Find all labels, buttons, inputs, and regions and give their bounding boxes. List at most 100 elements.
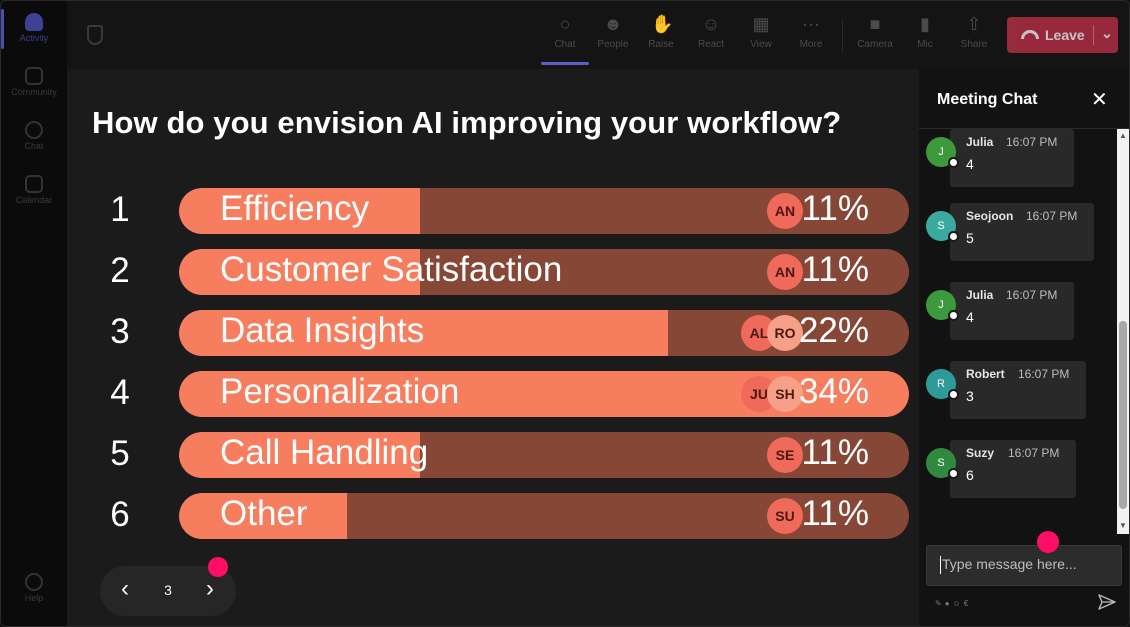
- rail-item-calendar[interactable]: Calendar: [1, 175, 67, 205]
- page-number: 3: [164, 582, 172, 598]
- mic-icon: ▮: [920, 14, 930, 34]
- poll-option-row: 6 Other SU 11%: [67, 493, 919, 539]
- poll-stage: How do you envision AI improving your wo…: [67, 69, 919, 626]
- toolbar-people-button[interactable]: ☻ People: [597, 14, 629, 50]
- presence-icon: [948, 389, 959, 400]
- avatar: SE: [767, 437, 803, 473]
- sender-name: Seojoon: [966, 209, 1014, 223]
- poll-option-row: 4 Personalization JU SH 34%: [67, 371, 919, 417]
- presence-icon: [948, 157, 959, 168]
- message-bubble[interactable]: Seojoon 16:07 PM 5: [950, 203, 1094, 261]
- option-number: 4: [110, 373, 130, 412]
- sender-name: Suzy: [966, 446, 995, 460]
- message-bubble[interactable]: Robert 16:07 PM 3: [950, 361, 1086, 419]
- option-bar-fill: [179, 310, 668, 356]
- rail-item-chat[interactable]: Chat: [1, 121, 67, 151]
- scroll-down-icon[interactable]: ▼: [1119, 521, 1127, 530]
- option-label: Other: [220, 494, 308, 533]
- chat-message: Robert 16:07 PM 3 R: [919, 361, 1119, 425]
- option-percent: 22%: [798, 311, 869, 350]
- toolbar-mic-button[interactable]: ▮ Mic: [901, 13, 949, 61]
- poll-option-row: 5 Call Handling SE 11%: [67, 432, 919, 478]
- sender-name: Robert: [966, 367, 1005, 381]
- avatar[interactable]: S: [926, 448, 956, 478]
- option-label: Personalization: [220, 372, 460, 411]
- option-label: Call Handling: [220, 433, 429, 472]
- toolbar-share-button[interactable]: ⇧ Share: [960, 14, 988, 50]
- text-cursor: [940, 556, 941, 574]
- leave-divider: [1093, 25, 1094, 45]
- toolbar-react-button[interactable]: ☺ React: [697, 14, 725, 50]
- meeting-chat-panel: Meeting Chat ✕ Julia 16:07 PM 4 J Seojoon 16:…: [919, 69, 1129, 626]
- voter-avatars: SU: [767, 498, 803, 534]
- toolbar-chat-button[interactable]: ○ Chat: [541, 13, 589, 65]
- message-input[interactable]: Type message here...: [926, 545, 1122, 586]
- phone-hangup-icon: [1021, 30, 1039, 39]
- poll-question: How do you envision AI improving your wo…: [92, 105, 842, 140]
- poll-option-row: 2 Customer Satisfaction AN 11%: [67, 249, 919, 295]
- option-bar-fill: [179, 249, 420, 295]
- message-text: 6: [966, 467, 974, 483]
- leave-button[interactable]: Leave ⌄: [1007, 17, 1118, 53]
- send-icon[interactable]: [1097, 592, 1117, 612]
- meeting-toolbar: ○ Chat ☻ People ✋ Raise ☺ React ▦ View ·…: [67, 1, 1129, 69]
- message-text: 3: [966, 388, 974, 404]
- bell-icon: [25, 13, 43, 31]
- chevron-left-icon[interactable]: ‹: [121, 575, 129, 602]
- message-text: 4: [966, 156, 974, 172]
- option-bar-fill: [179, 432, 420, 478]
- grid-icon: ▦: [752, 14, 770, 34]
- people-icon: ☻: [603, 14, 623, 34]
- option-number: 5: [110, 434, 130, 473]
- smiley-icon: ☺: [701, 14, 721, 34]
- message-text: 4: [966, 309, 974, 325]
- option-percent: 11%: [801, 189, 869, 228]
- pointer-marker: [208, 557, 228, 577]
- option-percent: 11%: [801, 494, 869, 533]
- rail-item-help[interactable]: Help: [1, 573, 67, 603]
- community-icon: [25, 67, 43, 85]
- avatar: SH: [767, 376, 803, 412]
- option-label: Data Insights: [220, 311, 425, 350]
- rail-active-indicator: [1, 9, 4, 49]
- poll-option-row: 3 Data Insights AL RO 22%: [67, 310, 919, 356]
- scroll-up-icon[interactable]: ▲: [1119, 131, 1127, 140]
- message-time: 16:07 PM: [1026, 209, 1078, 223]
- voter-avatars: SE: [767, 437, 803, 473]
- toolbar-camera-button[interactable]: ■ Camera: [857, 14, 893, 50]
- chat-message: Seojoon 16:07 PM 5 S: [919, 203, 1119, 267]
- message-bubble[interactable]: Suzy 16:07 PM 6: [950, 440, 1076, 498]
- toolbar-more-button[interactable]: ··· More: [799, 14, 823, 50]
- avatar: RO: [767, 315, 803, 351]
- chat-icon: [25, 121, 43, 139]
- message-bubble[interactable]: Julia 16:07 PM 4: [950, 282, 1074, 340]
- option-bar-fill: [179, 188, 420, 234]
- chevron-right-icon[interactable]: ›: [206, 575, 214, 602]
- option-label: Efficiency: [220, 189, 370, 228]
- message-bubble[interactable]: Julia 16:07 PM 4: [950, 129, 1074, 187]
- presence-icon: [948, 231, 959, 242]
- rail-item-activity[interactable]: Activity: [1, 13, 67, 43]
- app-rail: Activity Community Chat Calendar Help: [1, 1, 67, 626]
- message-time: 16:07 PM: [1008, 446, 1060, 460]
- option-bar-fill: [179, 493, 347, 539]
- help-icon: [25, 573, 43, 591]
- format-icons[interactable]: ✎●☺€: [935, 599, 972, 608]
- option-number: 1: [110, 190, 130, 229]
- more-icon: ···: [802, 14, 820, 34]
- chat-icon: ○: [559, 14, 571, 34]
- camera-icon: ■: [869, 14, 881, 34]
- toolbar-raise-button[interactable]: ✋ Raise: [648, 14, 674, 50]
- message-time: 16:07 PM: [1006, 135, 1058, 149]
- avatar: AN: [767, 254, 803, 290]
- sender-name: Julia: [966, 135, 994, 149]
- presence-icon: [948, 310, 959, 321]
- scrollbar-thumb[interactable]: [1119, 321, 1127, 509]
- share-icon: ⇧: [966, 14, 982, 34]
- toolbar-view-button[interactable]: ▦ View: [750, 14, 772, 50]
- close-icon[interactable]: ✕: [1091, 89, 1108, 111]
- rail-item-community[interactable]: Community: [1, 67, 67, 97]
- chevron-down-icon[interactable]: ⌄: [1101, 25, 1113, 41]
- option-number: 3: [110, 312, 130, 351]
- toolbar-divider: [842, 19, 843, 53]
